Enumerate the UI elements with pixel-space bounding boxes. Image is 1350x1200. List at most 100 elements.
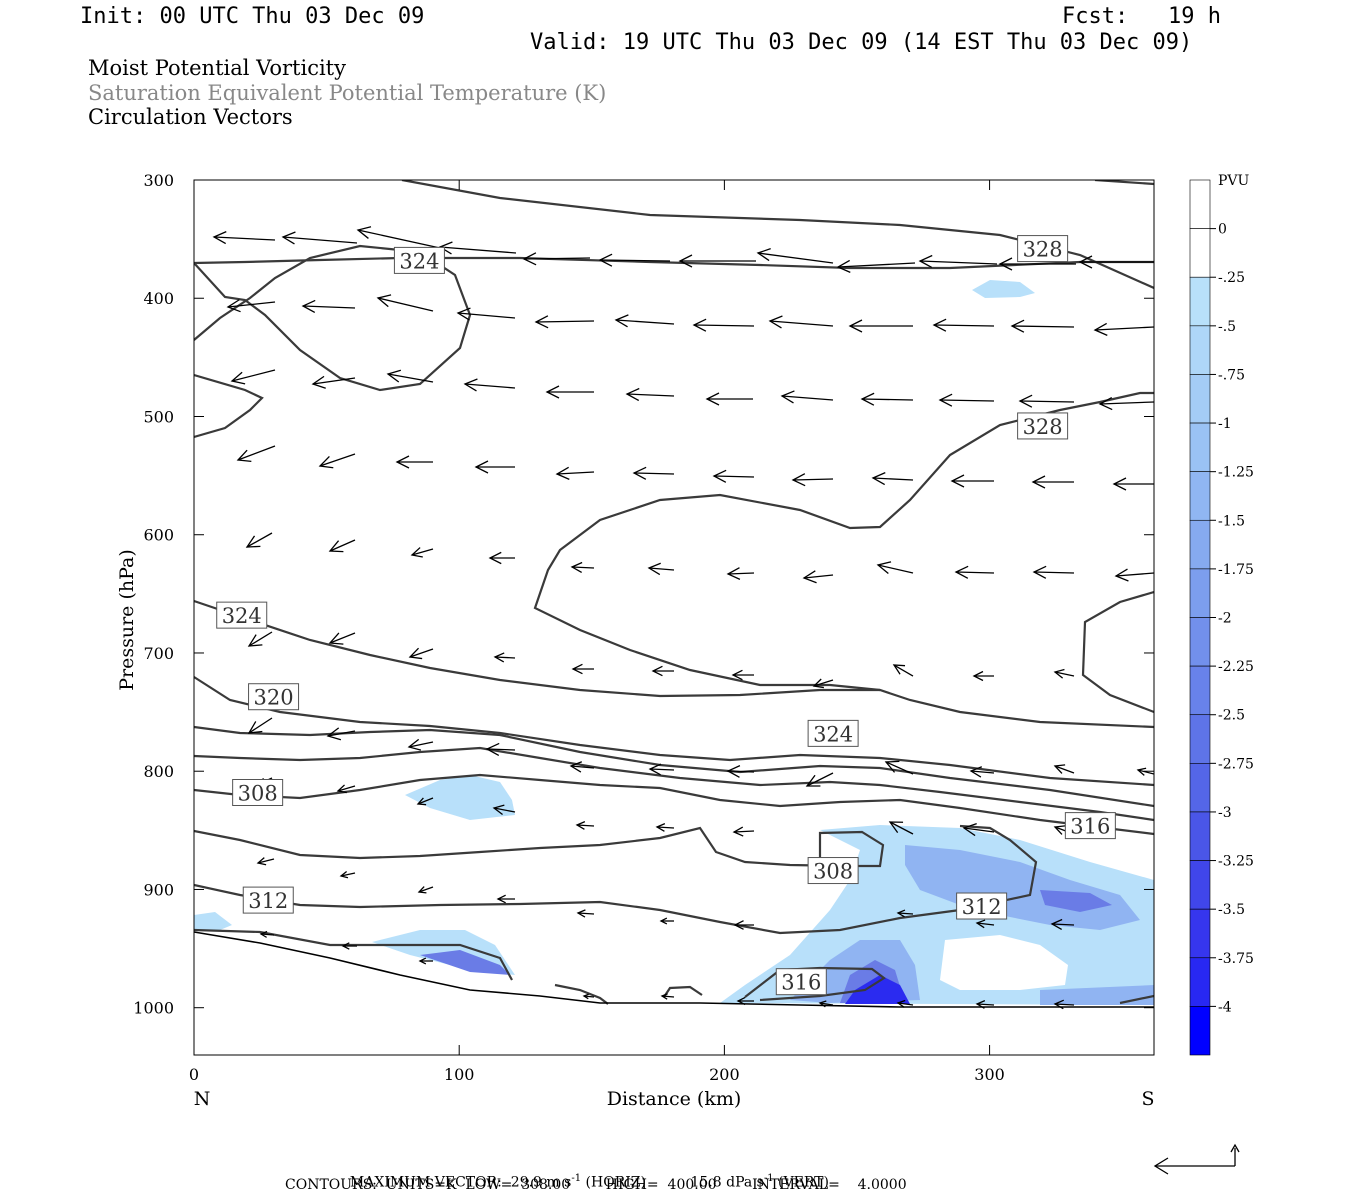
- pv-region-upper: [972, 280, 1035, 298]
- colorbar-swatch: [1189, 568, 1211, 618]
- circulation-vector: [950, 474, 994, 488]
- y-tick-label: 600: [143, 526, 174, 545]
- circulation-vector: [496, 894, 515, 904]
- x-endpoint-north: N: [194, 1088, 211, 1110]
- contour-label-text: 308: [813, 860, 853, 884]
- colorbar-swatch: [1189, 422, 1211, 472]
- circulation-vector: [848, 319, 913, 333]
- x-tick-label: 300: [974, 1065, 1005, 1084]
- colorbar-swatch: [1189, 1006, 1211, 1056]
- circulation-vector: [1018, 394, 1075, 408]
- circulation-vector: [545, 385, 594, 399]
- colorbar-label: -4: [1218, 999, 1232, 1015]
- circulation-vector: [625, 387, 675, 402]
- contour-label: 324: [807, 719, 859, 747]
- colorbar-swatch: [1189, 811, 1211, 861]
- contour-label: 308: [232, 779, 284, 806]
- circulation-vector: [485, 742, 516, 756]
- circulation-vector: [318, 453, 356, 469]
- colorbar-label: -2.5: [1218, 708, 1245, 724]
- circulation-vector: [733, 920, 754, 930]
- circulation-vector: [356, 226, 441, 249]
- contour-label-text: 328: [1023, 415, 1063, 439]
- y-axis-label: Pressure (hPa): [116, 549, 138, 691]
- colorbar-swatch: [1189, 714, 1211, 764]
- contour-label: 316: [775, 968, 827, 996]
- circulation-vector: [692, 318, 755, 332]
- circulation-vector: [896, 999, 914, 1008]
- theta-es-contour: [1081, 590, 1154, 714]
- circulation-vector: [245, 532, 273, 548]
- x-tick-label: 0: [189, 1065, 199, 1084]
- circulation-vector: [1114, 568, 1154, 582]
- colorbar-label: -3: [1218, 805, 1232, 821]
- circulation-vector: [726, 765, 755, 778]
- circulation-vector: [1098, 396, 1154, 411]
- circulation-vector: [1078, 255, 1154, 269]
- circulation-vector: [1031, 475, 1074, 489]
- contour-label: 316: [1064, 812, 1116, 840]
- colorbar-swatch: [1189, 617, 1211, 667]
- circulation-vector: [395, 455, 433, 469]
- circulation-vector: [660, 993, 675, 1000]
- colorbar-label: -2: [1218, 611, 1232, 627]
- theta-es-contour: [1119, 994, 1154, 1005]
- circulation-vector: [341, 942, 357, 950]
- x-axis-label: Distance (km): [607, 1088, 742, 1110]
- circulation-vector: [416, 797, 434, 806]
- circulation-vector: [598, 253, 671, 267]
- colorbar-swatch: [1189, 471, 1211, 521]
- pv-region-surface-max: [845, 975, 910, 1004]
- colorbar-units: PVU: [1218, 173, 1250, 189]
- circulation-vector: [474, 460, 515, 474]
- theta-es-contour: [194, 244, 472, 392]
- circulation-vector: [756, 248, 834, 264]
- circulation-vector: [417, 886, 434, 894]
- colorbar-label: -3.75: [1218, 951, 1254, 967]
- y-tick-label: 700: [143, 644, 174, 663]
- contour-label: 328: [1017, 412, 1069, 440]
- theta-es-contour: [401, 180, 1154, 290]
- colorbar-swatch: [1189, 763, 1211, 813]
- theta-es-contour: [194, 773, 1154, 836]
- valid-time: Valid: 19 UTC Thu 03 Dec 09 (14 EST Thu …: [530, 30, 1193, 55]
- contour-label-box: [807, 719, 859, 747]
- title-circulation: Circulation Vectors: [88, 105, 293, 129]
- contour-label: 328: [1017, 235, 1069, 263]
- theta-es-contour: [194, 599, 880, 698]
- contour-label: 312: [956, 892, 1008, 920]
- circulation-vector: [647, 562, 675, 576]
- theta-es-contour: [194, 928, 513, 981]
- circulation-vector: [212, 231, 276, 245]
- y-tick-label: 900: [143, 880, 174, 899]
- circulation-vector: [651, 665, 674, 677]
- circulation-vector: [1136, 767, 1154, 776]
- circulation-vector: [1010, 319, 1075, 333]
- pv-region-south-inner: [1040, 890, 1112, 912]
- contour-label-text: 312: [248, 889, 288, 913]
- circulation-vector: [975, 919, 995, 929]
- circulation-vector: [998, 257, 1076, 271]
- theta-es-contour: [194, 824, 1038, 935]
- colorbar-label: -1.25: [1218, 465, 1254, 481]
- colorbar-swatch: [1189, 276, 1211, 327]
- circulation-vector: [1050, 918, 1075, 930]
- max-vector-line: MAXIMUM VECTOR: 29.9 m s-1 (HORIZ) 15.8 …: [341, 1157, 829, 1191]
- colorbar-swatch: [1189, 957, 1211, 1007]
- contour-label: 312: [242, 886, 294, 914]
- pv-region-west: [194, 912, 232, 930]
- circulation-vector: [463, 378, 516, 392]
- circulation-vector: [534, 315, 595, 329]
- circulation-vector: [938, 393, 995, 407]
- circulation-vector: [328, 632, 356, 645]
- circulation-vector: [972, 670, 994, 682]
- circulation-vector: [488, 551, 515, 565]
- colorbar-swatch: [1189, 228, 1211, 278]
- circulation-vector: [780, 390, 834, 404]
- contour-label-text: 328: [1023, 238, 1063, 262]
- circulation-vector: [326, 727, 356, 741]
- circulation-vector: [493, 652, 516, 663]
- circulation-vector: [818, 1000, 834, 1008]
- circulation-vector: [888, 821, 914, 835]
- colorbar-swatch: [1189, 860, 1211, 910]
